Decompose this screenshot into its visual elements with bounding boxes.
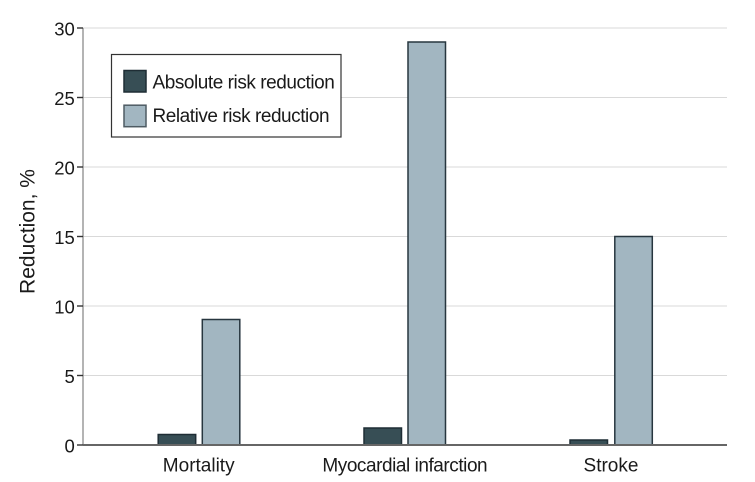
svg-text:Myocardial infarction: Myocardial infarction — [322, 456, 487, 477]
svg-text:0: 0 — [65, 436, 75, 457]
svg-text:10: 10 — [54, 297, 75, 318]
svg-text:20: 20 — [54, 158, 75, 179]
svg-text:Stroke: Stroke — [584, 456, 639, 477]
svg-text:5: 5 — [65, 366, 75, 387]
svg-text:Relative risk reduction: Relative risk reduction — [153, 106, 330, 127]
svg-text:Reduction, %: Reduction, % — [17, 169, 40, 294]
svg-text:Absolute risk reduction: Absolute risk reduction — [153, 72, 335, 93]
svg-text:25: 25 — [54, 88, 75, 109]
svg-text:Mortality: Mortality — [163, 456, 235, 477]
svg-text:15: 15 — [54, 227, 75, 248]
svg-text:30: 30 — [54, 19, 75, 40]
